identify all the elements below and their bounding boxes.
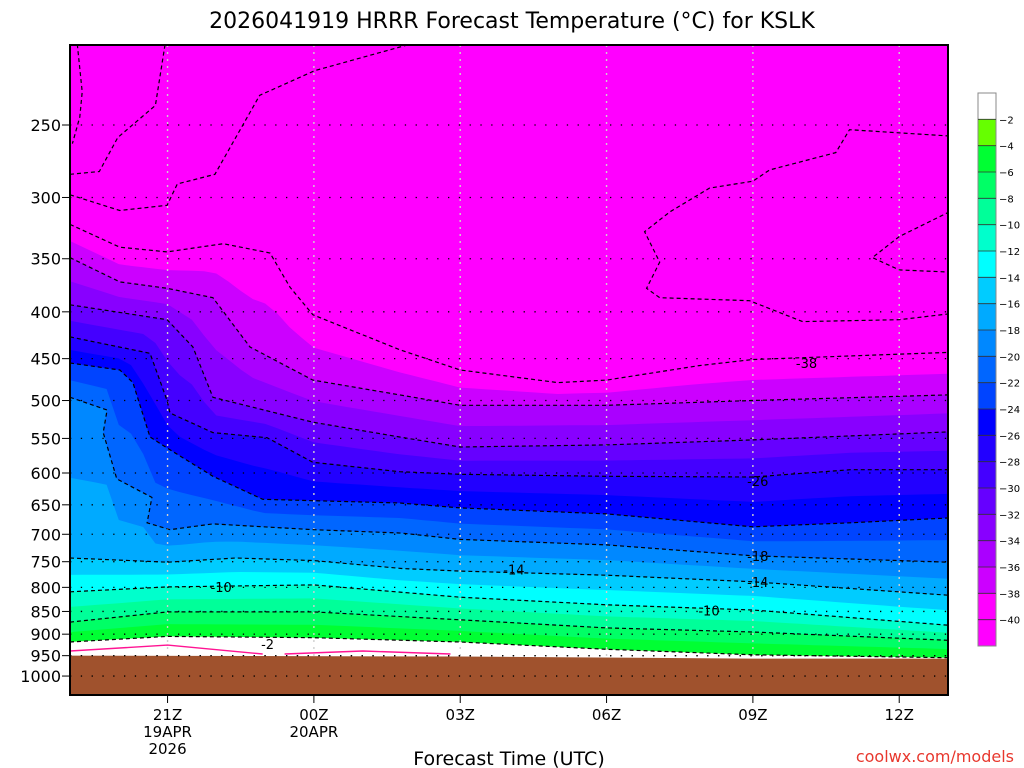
colorbar-swatch	[978, 409, 996, 436]
colorbar-swatch	[978, 93, 996, 120]
y-tick-label: 650	[30, 496, 61, 515]
colorbar-tick-label: −12	[999, 247, 1020, 258]
colorbar-tick-label: −22	[999, 379, 1020, 390]
x-tick-label: 06Z	[592, 706, 621, 724]
y-tick-label: 700	[30, 525, 61, 544]
colorbar-swatch	[978, 277, 996, 305]
colorbar-swatch	[978, 461, 996, 489]
colorbar-frame	[977, 92, 997, 647]
upper-isotherm-line	[70, 45, 410, 212]
upper-isotherm-line	[643, 129, 948, 323]
isotherm-line	[70, 557, 948, 596]
colorbar-tick-label: −30	[999, 484, 1020, 495]
ground-terrain	[70, 655, 948, 695]
plot-frame	[69, 44, 949, 696]
colorbar-tick-label: −16	[999, 300, 1020, 311]
x-tick-label: 03Z	[446, 706, 475, 724]
colorbar-swatch	[978, 619, 996, 647]
contour-label: -14	[747, 576, 768, 591]
upper-isotherm-line	[871, 211, 948, 273]
x-tick-label: 20APR	[289, 723, 338, 741]
y-tick-label: 1000	[20, 667, 61, 686]
contour-label: -38	[796, 357, 817, 372]
contour-label: -10	[211, 581, 232, 596]
colorbar-tick-label: −20	[999, 352, 1020, 363]
plot-area	[70, 45, 948, 695]
colorbar-tick-label: −10	[999, 221, 1020, 232]
colorbar-swatch	[978, 330, 996, 357]
colorbar-tick-label: −4	[999, 142, 1014, 153]
colorbar-tick-label: −8	[999, 194, 1014, 205]
colorbar-swatch	[978, 435, 996, 463]
y-tick-label: 800	[30, 578, 61, 597]
colorbar-tick-label: −18	[999, 326, 1020, 337]
colorbar-swatch	[978, 514, 996, 542]
credit-link[interactable]: coolwx.com/models	[856, 747, 1014, 766]
isotherm-line	[70, 362, 948, 528]
colorbar-tick-label: −14	[999, 273, 1020, 284]
colorbar-swatch	[978, 593, 996, 621]
chart-title: 2026041919 HRRR Forecast Temperature (°C…	[209, 9, 815, 34]
colorbar-tick-label: −6	[999, 168, 1014, 179]
x-tick-label: 12Z	[885, 706, 914, 724]
colorbar-swatch	[978, 488, 996, 515]
colorbar-tick-label: −2	[999, 115, 1014, 126]
colorbar-swatch	[978, 356, 996, 384]
y-tick-label: 950	[30, 647, 61, 666]
colorbar-swatch	[978, 172, 996, 199]
y-tick-label: 400	[30, 303, 61, 322]
y-tick-label: 850	[30, 602, 61, 621]
colorbar-swatch	[978, 198, 996, 226]
colorbar-swatch	[978, 567, 996, 594]
x-axis-label: Forecast Time (UTC)	[413, 748, 604, 768]
freezing-level-line	[70, 644, 263, 655]
contour-label: -10	[698, 605, 719, 620]
contour-label: -26	[747, 475, 768, 490]
isotherm-line	[70, 304, 948, 448]
y-tick-label: 600	[30, 464, 61, 483]
colorbar-tick-label: −28	[999, 458, 1020, 469]
upper-isotherm-line	[71, 45, 83, 144]
colorbar-tick-label: −40	[999, 616, 1020, 627]
isotherm-line	[70, 396, 948, 563]
x-tick-label: 21Z	[153, 706, 182, 724]
colorbar-swatch	[978, 145, 996, 173]
x-tick-label: 09Z	[738, 706, 767, 724]
contour-labels: -38 -26 -18 -14 -14 -10 -10 -2	[211, 357, 818, 653]
contour-label: -18	[747, 550, 768, 565]
y-tick-label: 550	[30, 429, 61, 448]
y-tick-label: 250	[30, 116, 61, 135]
colorbar-swatch	[978, 303, 996, 331]
colorbar-tick-label: −34	[999, 537, 1020, 548]
y-tick-label: 750	[30, 553, 61, 572]
y-tick-label: 350	[30, 250, 61, 269]
y-tick-label: 300	[30, 188, 61, 207]
contour-label: -14	[503, 564, 524, 579]
colorbar-tick-label: −32	[999, 510, 1020, 521]
x-tick-label: 00Z	[299, 706, 328, 724]
freezing-level-line	[284, 650, 451, 655]
colorbar-swatch	[978, 540, 996, 568]
colorbar-tick-label: −36	[999, 563, 1020, 574]
y-tick-label: 900	[30, 625, 61, 644]
colorbar-tick-label: −26	[999, 431, 1020, 442]
colorbar-swatch	[978, 119, 996, 147]
y-axis: 250 300 350 400 450 500 550 600 650 700 750 800 850 9…	[20, 116, 70, 686]
isotherm-line	[70, 611, 948, 641]
colorbar-swatch	[978, 382, 996, 410]
x-tick-label: 2026	[148, 740, 186, 758]
y-tick-label: 450	[30, 350, 61, 369]
colorbar-swatch	[978, 251, 996, 278]
colorbar-tick-label: −38	[999, 589, 1020, 600]
y-tick-label: 500	[30, 392, 61, 411]
colorbar: −2 −4 −6 −8 −10 −12 −14 −16 −18 −20 −22 −24 −26 −28 −3…	[977, 92, 1020, 647]
x-tick-label: 19APR	[143, 723, 192, 741]
colorbar-tick-label: −24	[999, 405, 1020, 416]
colorbar-swatch	[978, 224, 996, 252]
isotherm-line	[70, 257, 948, 406]
contour-label: -2	[261, 638, 274, 653]
isotherm-line	[70, 336, 948, 478]
